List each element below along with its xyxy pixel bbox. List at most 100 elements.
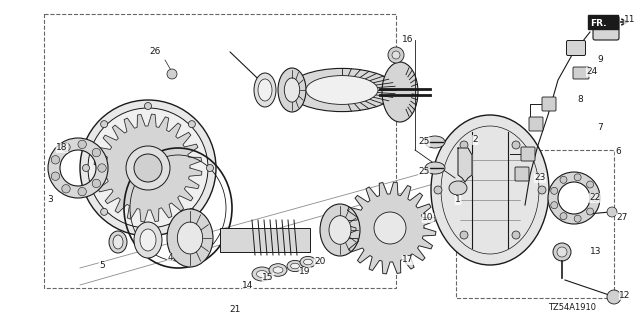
Ellipse shape [177, 222, 203, 254]
Circle shape [591, 195, 598, 202]
Text: 21: 21 [229, 306, 241, 315]
Text: TZ54A1910: TZ54A1910 [548, 303, 596, 313]
Circle shape [62, 185, 70, 193]
Text: 2: 2 [472, 135, 478, 145]
Text: 14: 14 [243, 281, 253, 290]
Ellipse shape [252, 267, 272, 281]
Text: 11: 11 [624, 15, 636, 25]
Ellipse shape [278, 68, 306, 112]
Circle shape [145, 227, 152, 234]
Circle shape [587, 181, 593, 188]
Ellipse shape [140, 229, 156, 251]
Polygon shape [94, 114, 202, 222]
Circle shape [553, 243, 571, 261]
Circle shape [188, 121, 195, 128]
Circle shape [88, 108, 208, 228]
Circle shape [574, 215, 581, 222]
Text: 20: 20 [314, 258, 326, 267]
Circle shape [557, 247, 567, 257]
Polygon shape [458, 148, 472, 182]
Circle shape [78, 140, 86, 148]
Circle shape [100, 121, 108, 128]
Text: 22: 22 [589, 194, 600, 203]
Text: 25: 25 [419, 167, 429, 177]
Text: 25: 25 [419, 138, 429, 147]
Circle shape [538, 186, 546, 194]
Circle shape [587, 208, 593, 215]
Ellipse shape [431, 115, 549, 265]
FancyBboxPatch shape [521, 147, 535, 161]
Ellipse shape [284, 78, 300, 102]
Ellipse shape [300, 256, 316, 268]
Ellipse shape [273, 267, 283, 273]
Circle shape [51, 156, 60, 164]
Polygon shape [344, 182, 436, 274]
Wedge shape [548, 172, 600, 224]
Circle shape [207, 164, 214, 172]
Text: 24: 24 [586, 68, 598, 76]
Ellipse shape [134, 222, 162, 258]
FancyBboxPatch shape [529, 117, 543, 131]
Circle shape [434, 186, 442, 194]
Circle shape [460, 141, 468, 149]
Text: 1: 1 [455, 196, 461, 204]
Circle shape [78, 188, 86, 196]
Ellipse shape [167, 209, 213, 267]
Ellipse shape [254, 73, 276, 107]
Ellipse shape [306, 76, 378, 104]
Polygon shape [588, 15, 618, 29]
FancyBboxPatch shape [593, 16, 619, 40]
Text: 3: 3 [47, 196, 53, 204]
Text: 5: 5 [99, 260, 105, 269]
FancyBboxPatch shape [542, 97, 556, 111]
Text: 15: 15 [262, 274, 274, 283]
Circle shape [574, 174, 581, 181]
Ellipse shape [303, 259, 312, 265]
Text: 19: 19 [300, 268, 311, 276]
Ellipse shape [288, 68, 396, 112]
Ellipse shape [329, 216, 351, 244]
Ellipse shape [287, 260, 303, 272]
Text: 17: 17 [403, 255, 413, 265]
Text: 18: 18 [56, 143, 68, 153]
Text: 7: 7 [597, 124, 603, 132]
FancyBboxPatch shape [566, 41, 586, 55]
Circle shape [92, 179, 100, 188]
Text: 13: 13 [590, 247, 602, 257]
Circle shape [92, 148, 100, 157]
Ellipse shape [449, 181, 467, 195]
Text: 27: 27 [616, 213, 628, 222]
Text: 26: 26 [149, 47, 161, 57]
Ellipse shape [382, 62, 418, 122]
Circle shape [126, 146, 170, 190]
Circle shape [512, 231, 520, 239]
FancyBboxPatch shape [573, 67, 589, 79]
Text: 9: 9 [597, 55, 603, 65]
Circle shape [560, 213, 567, 220]
Ellipse shape [425, 162, 445, 174]
Text: 6: 6 [615, 148, 621, 156]
Bar [456, 150, 614, 298]
Circle shape [134, 154, 162, 182]
Text: 16: 16 [403, 36, 413, 44]
Circle shape [374, 212, 406, 244]
Circle shape [607, 207, 617, 217]
Circle shape [80, 100, 216, 236]
Text: 23: 23 [534, 173, 546, 182]
Circle shape [392, 51, 400, 59]
Text: 12: 12 [620, 291, 630, 300]
Circle shape [560, 176, 567, 183]
Circle shape [551, 202, 558, 209]
Ellipse shape [113, 235, 123, 249]
Ellipse shape [320, 204, 360, 256]
Ellipse shape [425, 136, 445, 148]
Text: 8: 8 [577, 95, 583, 105]
Wedge shape [48, 138, 108, 198]
Circle shape [388, 47, 404, 63]
Ellipse shape [258, 79, 272, 101]
Bar [220, 228, 310, 252]
Circle shape [512, 141, 520, 149]
Circle shape [551, 187, 558, 194]
Ellipse shape [291, 263, 300, 269]
Text: 10: 10 [422, 213, 434, 222]
